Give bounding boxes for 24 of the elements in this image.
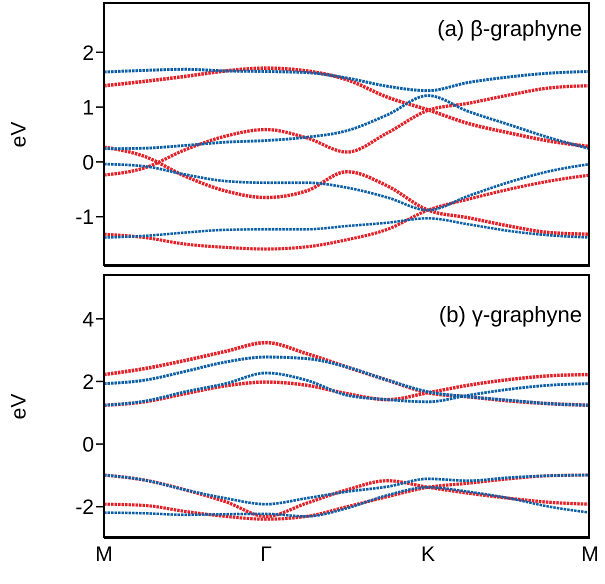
text: (a) β-graphyne bbox=[437, 16, 582, 41]
text: (b) γ-graphyne bbox=[438, 302, 582, 327]
line-series bbox=[104, 94, 590, 150]
y-tick-label: 2 bbox=[82, 42, 94, 65]
line-series bbox=[104, 162, 590, 212]
line-series bbox=[104, 217, 590, 239]
x-tick-label: M bbox=[581, 542, 599, 566]
y-axis-title: eV bbox=[7, 394, 30, 420]
line-series bbox=[104, 68, 590, 92]
line-series bbox=[104, 356, 590, 407]
y-tick-label: 1 bbox=[82, 96, 94, 120]
y-tick-label: 2 bbox=[82, 370, 94, 394]
x-tick-label: K bbox=[420, 542, 436, 566]
line-series bbox=[104, 340, 590, 408]
y-tick-label: -2 bbox=[75, 496, 94, 520]
line-series bbox=[104, 474, 590, 506]
x-tick-label: Γ bbox=[260, 542, 272, 566]
y-tick-label: 0 bbox=[82, 434, 94, 457]
y-tick-label: 4 bbox=[82, 308, 94, 332]
y-axis-title: eV bbox=[7, 122, 30, 148]
y-tick-label: -1 bbox=[75, 206, 94, 230]
y-tick-label: 0 bbox=[82, 151, 94, 174]
x-tick-label: M bbox=[95, 542, 113, 566]
line-series bbox=[104, 486, 590, 518]
